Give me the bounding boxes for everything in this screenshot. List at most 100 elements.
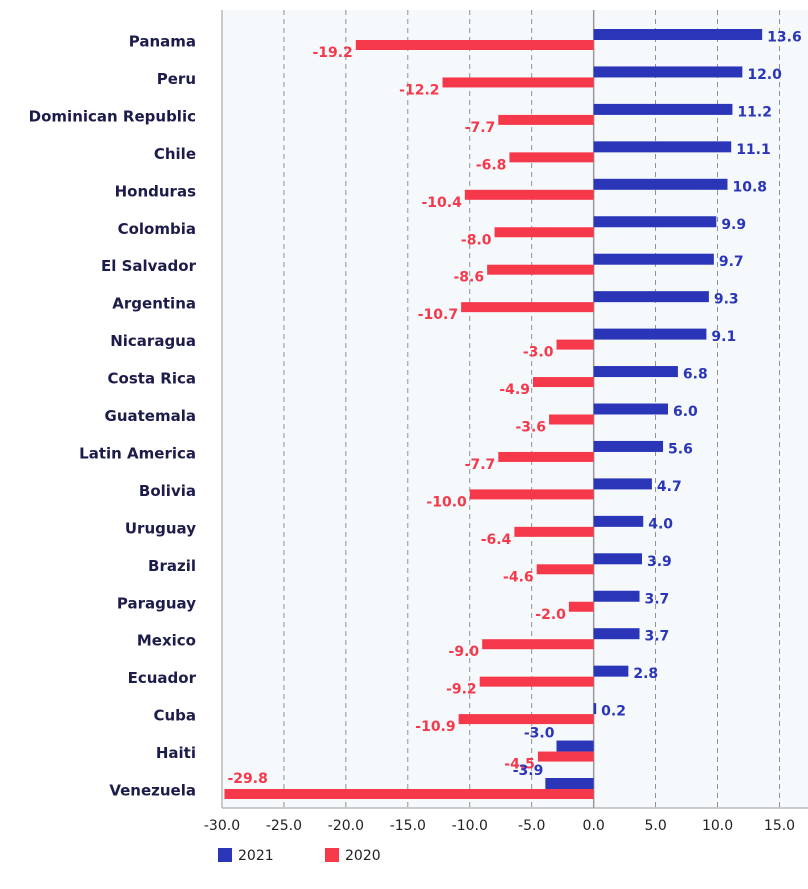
x-tick-label: 10.0 — [702, 818, 733, 834]
bar — [593, 253, 714, 265]
x-tick-label: 0.0 — [583, 818, 605, 834]
value-label: -4.5 — [504, 757, 535, 773]
bar — [482, 639, 594, 650]
value-label: 6.0 — [673, 404, 698, 420]
bar — [549, 414, 594, 425]
bar — [487, 264, 594, 275]
value-label: -12.2 — [399, 82, 439, 98]
x-tick-label: 5.0 — [644, 818, 666, 834]
bar — [461, 302, 594, 313]
value-label: -10.7 — [418, 307, 458, 323]
x-tick-label: -25.0 — [266, 818, 302, 834]
category-label: Dominican Republic — [29, 107, 196, 125]
category-label: Peru — [157, 70, 196, 88]
bar — [494, 227, 594, 238]
category-label: Panama — [129, 33, 196, 51]
value-label: -10.4 — [421, 195, 462, 211]
bar — [593, 366, 678, 378]
value-label: 3.7 — [645, 629, 670, 645]
bar — [593, 291, 709, 303]
bar — [568, 601, 594, 612]
value-label: -3.6 — [515, 420, 546, 436]
x-tick-label: -10.0 — [452, 818, 488, 834]
category-label: Haiti — [156, 744, 196, 762]
bar — [458, 714, 594, 725]
value-label: -8.0 — [461, 232, 492, 248]
category-label: Ecuador — [128, 669, 197, 687]
category-label: Venezuela — [109, 782, 196, 800]
category-label: Honduras — [115, 182, 196, 200]
value-label: 10.8 — [732, 179, 767, 195]
bar — [593, 328, 707, 340]
value-label: -9.2 — [446, 682, 477, 698]
bar — [498, 114, 594, 125]
value-label: 11.2 — [737, 104, 772, 120]
category-label: Latin America — [79, 444, 196, 462]
value-label: -4.6 — [503, 569, 534, 585]
bar — [556, 339, 594, 350]
x-tick-label: 15.0 — [764, 818, 795, 834]
bar — [464, 189, 594, 200]
bar — [509, 152, 594, 163]
value-label: 0.2 — [601, 704, 626, 720]
bar — [593, 29, 763, 40]
bar — [593, 478, 652, 490]
bar — [593, 440, 664, 452]
bar — [469, 489, 594, 500]
category-label: Uruguay — [125, 519, 196, 537]
category-label: Mexico — [137, 632, 196, 650]
category-label: Costa Rica — [108, 370, 196, 388]
bar — [593, 403, 669, 415]
bar — [593, 590, 640, 602]
value-label: 12.0 — [747, 67, 782, 83]
bar — [593, 628, 640, 640]
bar — [514, 526, 594, 537]
x-tick-label: -5.0 — [518, 818, 545, 834]
bar — [355, 40, 594, 50]
value-label: 9.7 — [719, 254, 744, 270]
value-label: 4.0 — [648, 516, 673, 532]
value-label: 9.1 — [711, 329, 736, 345]
legend-label: 2021 — [238, 848, 274, 864]
bar — [556, 740, 594, 752]
bar — [593, 553, 642, 565]
bar — [498, 451, 594, 462]
legend-label: 2020 — [345, 848, 381, 864]
value-label: -3.9 — [513, 763, 544, 779]
value-label: 3.7 — [645, 591, 670, 607]
value-label: 9.9 — [721, 217, 746, 233]
value-label: -7.7 — [465, 120, 496, 136]
value-label: -6.8 — [476, 157, 507, 173]
plot-area — [222, 10, 808, 808]
value-label: -10.0 — [426, 494, 467, 510]
value-label: 4.7 — [657, 479, 682, 495]
category-label: Bolivia — [139, 482, 196, 500]
value-label: 11.1 — [736, 142, 771, 158]
bar — [593, 515, 644, 527]
value-label: 6.8 — [683, 367, 708, 383]
value-label: -10.9 — [415, 719, 455, 735]
bar — [593, 216, 717, 228]
bar — [593, 141, 732, 153]
value-label: -19.2 — [312, 45, 352, 61]
bar — [593, 178, 728, 190]
category-label: Guatemala — [105, 407, 196, 425]
value-label: -2.0 — [535, 607, 566, 623]
category-label: Argentina — [112, 295, 196, 313]
value-label: -8.6 — [453, 270, 484, 286]
bar — [442, 77, 594, 88]
bar — [532, 377, 594, 388]
bar — [545, 778, 594, 789]
category-label: Paraguay — [117, 594, 196, 612]
value-label: -7.7 — [465, 457, 496, 473]
bar — [593, 665, 629, 677]
bar — [593, 103, 733, 115]
value-label: -29.8 — [227, 771, 267, 787]
x-tick-label: -20.0 — [328, 818, 364, 834]
category-label: Cuba — [153, 707, 196, 725]
value-label: -6.4 — [481, 532, 512, 548]
value-label: -3.0 — [524, 726, 555, 742]
legend-swatch — [325, 848, 339, 862]
bar — [593, 703, 597, 715]
